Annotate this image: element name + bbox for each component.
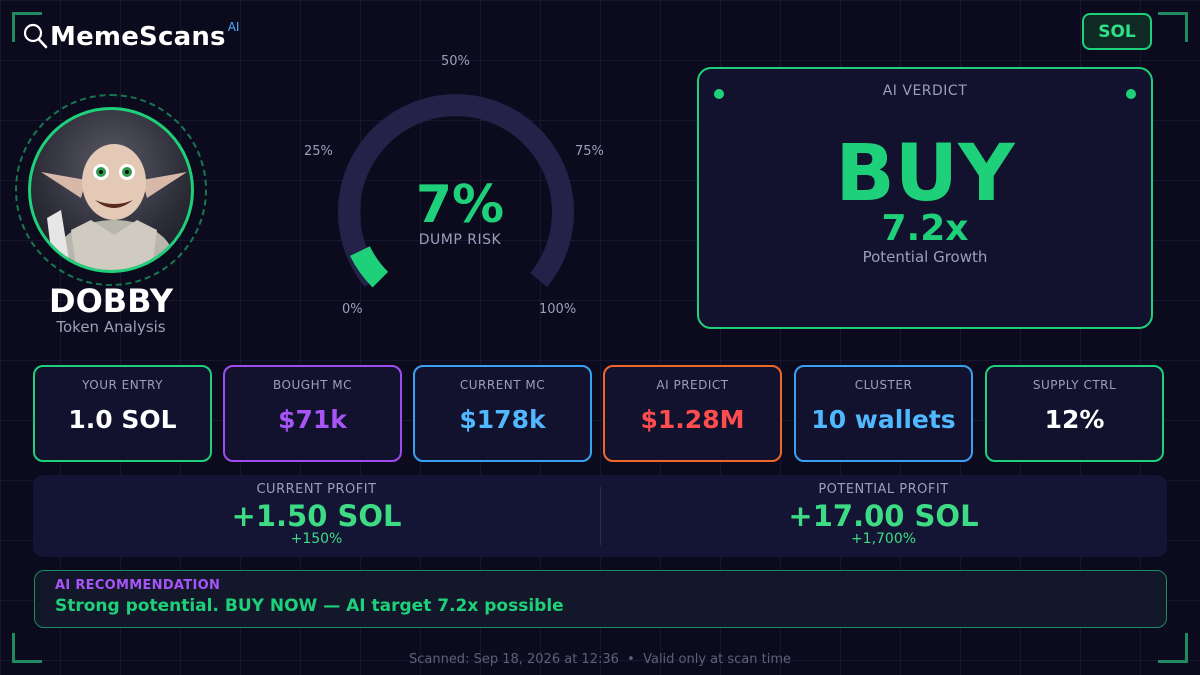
profit-panel: CURRENT PROFIT +1.50 SOL +150% POTENTIAL… (33, 475, 1167, 557)
gauge-label-0: 0% (342, 302, 363, 317)
frame-corner-bottom-left (12, 633, 42, 663)
potential-profit: POTENTIAL PROFIT +17.00 SOL +1,700% (600, 475, 1167, 557)
stat-label: AI PREDICT (656, 378, 729, 392)
stat-value: $71k (278, 405, 347, 434)
recommendation-text: Strong potential. BUY NOW — AI target 7.… (55, 596, 564, 616)
token-avatar (28, 107, 194, 273)
avatar-ring (15, 94, 207, 286)
frame-corner-top-right (1158, 12, 1188, 42)
magnifier-icon (22, 22, 50, 52)
stat-label: YOUR ENTRY (82, 378, 163, 392)
stat-card-supply-ctrl: SUPPLY CTRL 12% (985, 365, 1164, 462)
verdict-multiplier: 7.2x (881, 208, 969, 249)
gauge-label-100: 100% (539, 302, 577, 317)
token-subtitle: Token Analysis (56, 318, 166, 336)
dump-risk-gauge: 0% 25% 50% 75% 100% 7% DUMP RISK (290, 50, 630, 330)
gauge-fill (350, 245, 389, 288)
recommendation-label: AI RECOMMENDATION (55, 578, 221, 593)
stat-card-cluster: CLUSTER 10 wallets (794, 365, 973, 462)
frame-corner-top-left (12, 12, 42, 42)
gauge-label-50: 50% (441, 54, 470, 69)
stat-card-current-mc: CURRENT MC $178k (413, 365, 592, 462)
stat-card-bought-mc: BOUGHT MC $71k (223, 365, 402, 462)
stat-card-your-entry: YOUR ENTRY 1.0 SOL (33, 365, 212, 462)
current-profit-label: CURRENT PROFIT (256, 482, 377, 497)
dump-risk-value: 7% (415, 175, 505, 235)
current-profit-percent: +150% (290, 531, 343, 547)
ai-verdict-card: AI VERDICT BUY 7.2x Potential Growth (697, 67, 1153, 329)
stats-row: YOUR ENTRY 1.0 SOL BOUGHT MC $71k CURREN… (33, 365, 1164, 462)
current-profit-value: +1.50 SOL (231, 499, 402, 533)
brand-name: MemeScans (50, 22, 226, 52)
status-dot-icon (1126, 89, 1136, 99)
stat-value: $1.28M (640, 405, 745, 434)
gauge-track (338, 94, 574, 287)
frame-corner-bottom-right (1158, 633, 1188, 663)
stat-label: SUPPLY CTRL (1032, 378, 1117, 392)
stat-value: 12% (1044, 405, 1105, 434)
status-dot-icon (714, 89, 724, 99)
stat-value: 1.0 SOL (68, 405, 177, 434)
token-name: DOBBY (49, 282, 173, 320)
brand-ai-suffix: AI (227, 20, 240, 34)
stat-value: 10 wallets (811, 405, 956, 434)
stat-value: $178k (459, 405, 546, 434)
stat-card-ai-predict: AI PREDICT $1.28M (603, 365, 782, 462)
scan-footer: Scanned: Sep 18, 2026 at 12:36 • Valid o… (408, 652, 792, 667)
current-profit: CURRENT PROFIT +1.50 SOL +150% (33, 475, 600, 557)
gauge-label-25: 25% (304, 144, 333, 159)
stat-label: BOUGHT MC (273, 378, 352, 392)
potential-profit-percent: +1,700% (850, 531, 917, 547)
stat-label: CLUSTER (854, 378, 913, 392)
verdict-action: BUY (835, 129, 1015, 219)
app-logo: MemeScans AI (22, 20, 239, 54)
ai-recommendation: AI RECOMMENDATION Strong potential. BUY … (34, 570, 1167, 628)
profit-divider (600, 487, 601, 545)
potential-profit-value: +17.00 SOL (788, 499, 979, 533)
verdict-title: AI VERDICT (882, 83, 968, 99)
gauge-label-75: 75% (575, 144, 604, 159)
dump-risk-caption: DUMP RISK (418, 232, 502, 248)
stat-label: CURRENT MC (459, 378, 546, 392)
potential-profit-label: POTENTIAL PROFIT (818, 482, 949, 497)
chain-badge: SOL (1082, 13, 1152, 50)
verdict-subtitle: Potential Growth (862, 248, 988, 266)
